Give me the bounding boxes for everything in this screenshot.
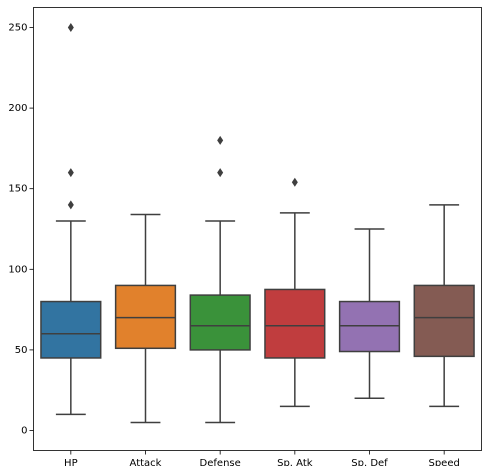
y-tick-label: 100 [8,264,27,275]
x-tick-label: Sp. Atk [277,458,313,466]
plot-frame [33,7,482,451]
outlier [67,200,74,210]
y-tick-label: 150 [8,184,27,195]
x-tick-label: HP [64,458,78,466]
box [114,284,177,350]
x-tick-label: Sp. Def [351,458,388,466]
outlier [67,22,74,32]
box [189,294,251,351]
x-tick-label: Attack [130,458,162,466]
box [338,300,401,353]
outlier [291,177,298,187]
y-tick-label: 0 [21,426,27,437]
x-tick-label: Speed [428,458,459,466]
box [264,288,326,359]
outlier [67,168,74,178]
box [40,300,102,359]
outlier [217,135,224,145]
x-tick-label: Defense [200,458,241,466]
box [413,284,475,358]
y-tick-label: 50 [15,345,28,356]
y-tick-label: 250 [8,22,27,33]
outlier [217,168,224,178]
y-tick-label: 200 [8,103,27,114]
